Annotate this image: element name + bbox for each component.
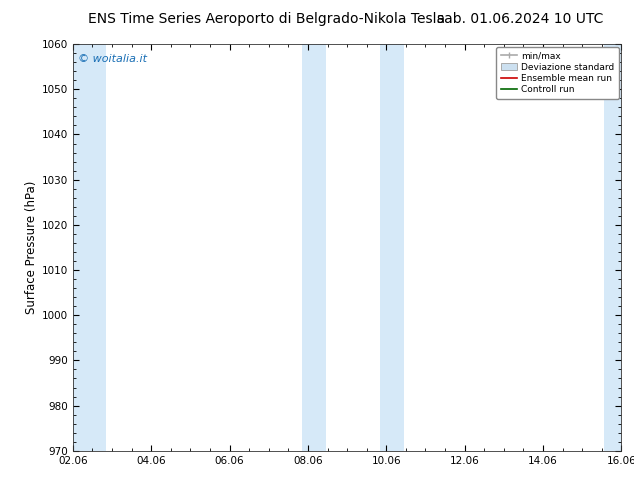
Bar <box>380 44 404 451</box>
Text: © woitalia.it: © woitalia.it <box>79 54 147 64</box>
Bar <box>67 44 107 451</box>
Text: sab. 01.06.2024 10 UTC: sab. 01.06.2024 10 UTC <box>437 12 603 26</box>
Legend: min/max, Deviazione standard, Ensemble mean run, Controll run: min/max, Deviazione standard, Ensemble m… <box>496 47 619 98</box>
Text: ENS Time Series Aeroporto di Belgrado-Nikola Tesla: ENS Time Series Aeroporto di Belgrado-Ni… <box>87 12 445 26</box>
Bar <box>302 44 326 451</box>
Y-axis label: Surface Pressure (hPa): Surface Pressure (hPa) <box>25 181 37 314</box>
Bar <box>604 44 627 451</box>
